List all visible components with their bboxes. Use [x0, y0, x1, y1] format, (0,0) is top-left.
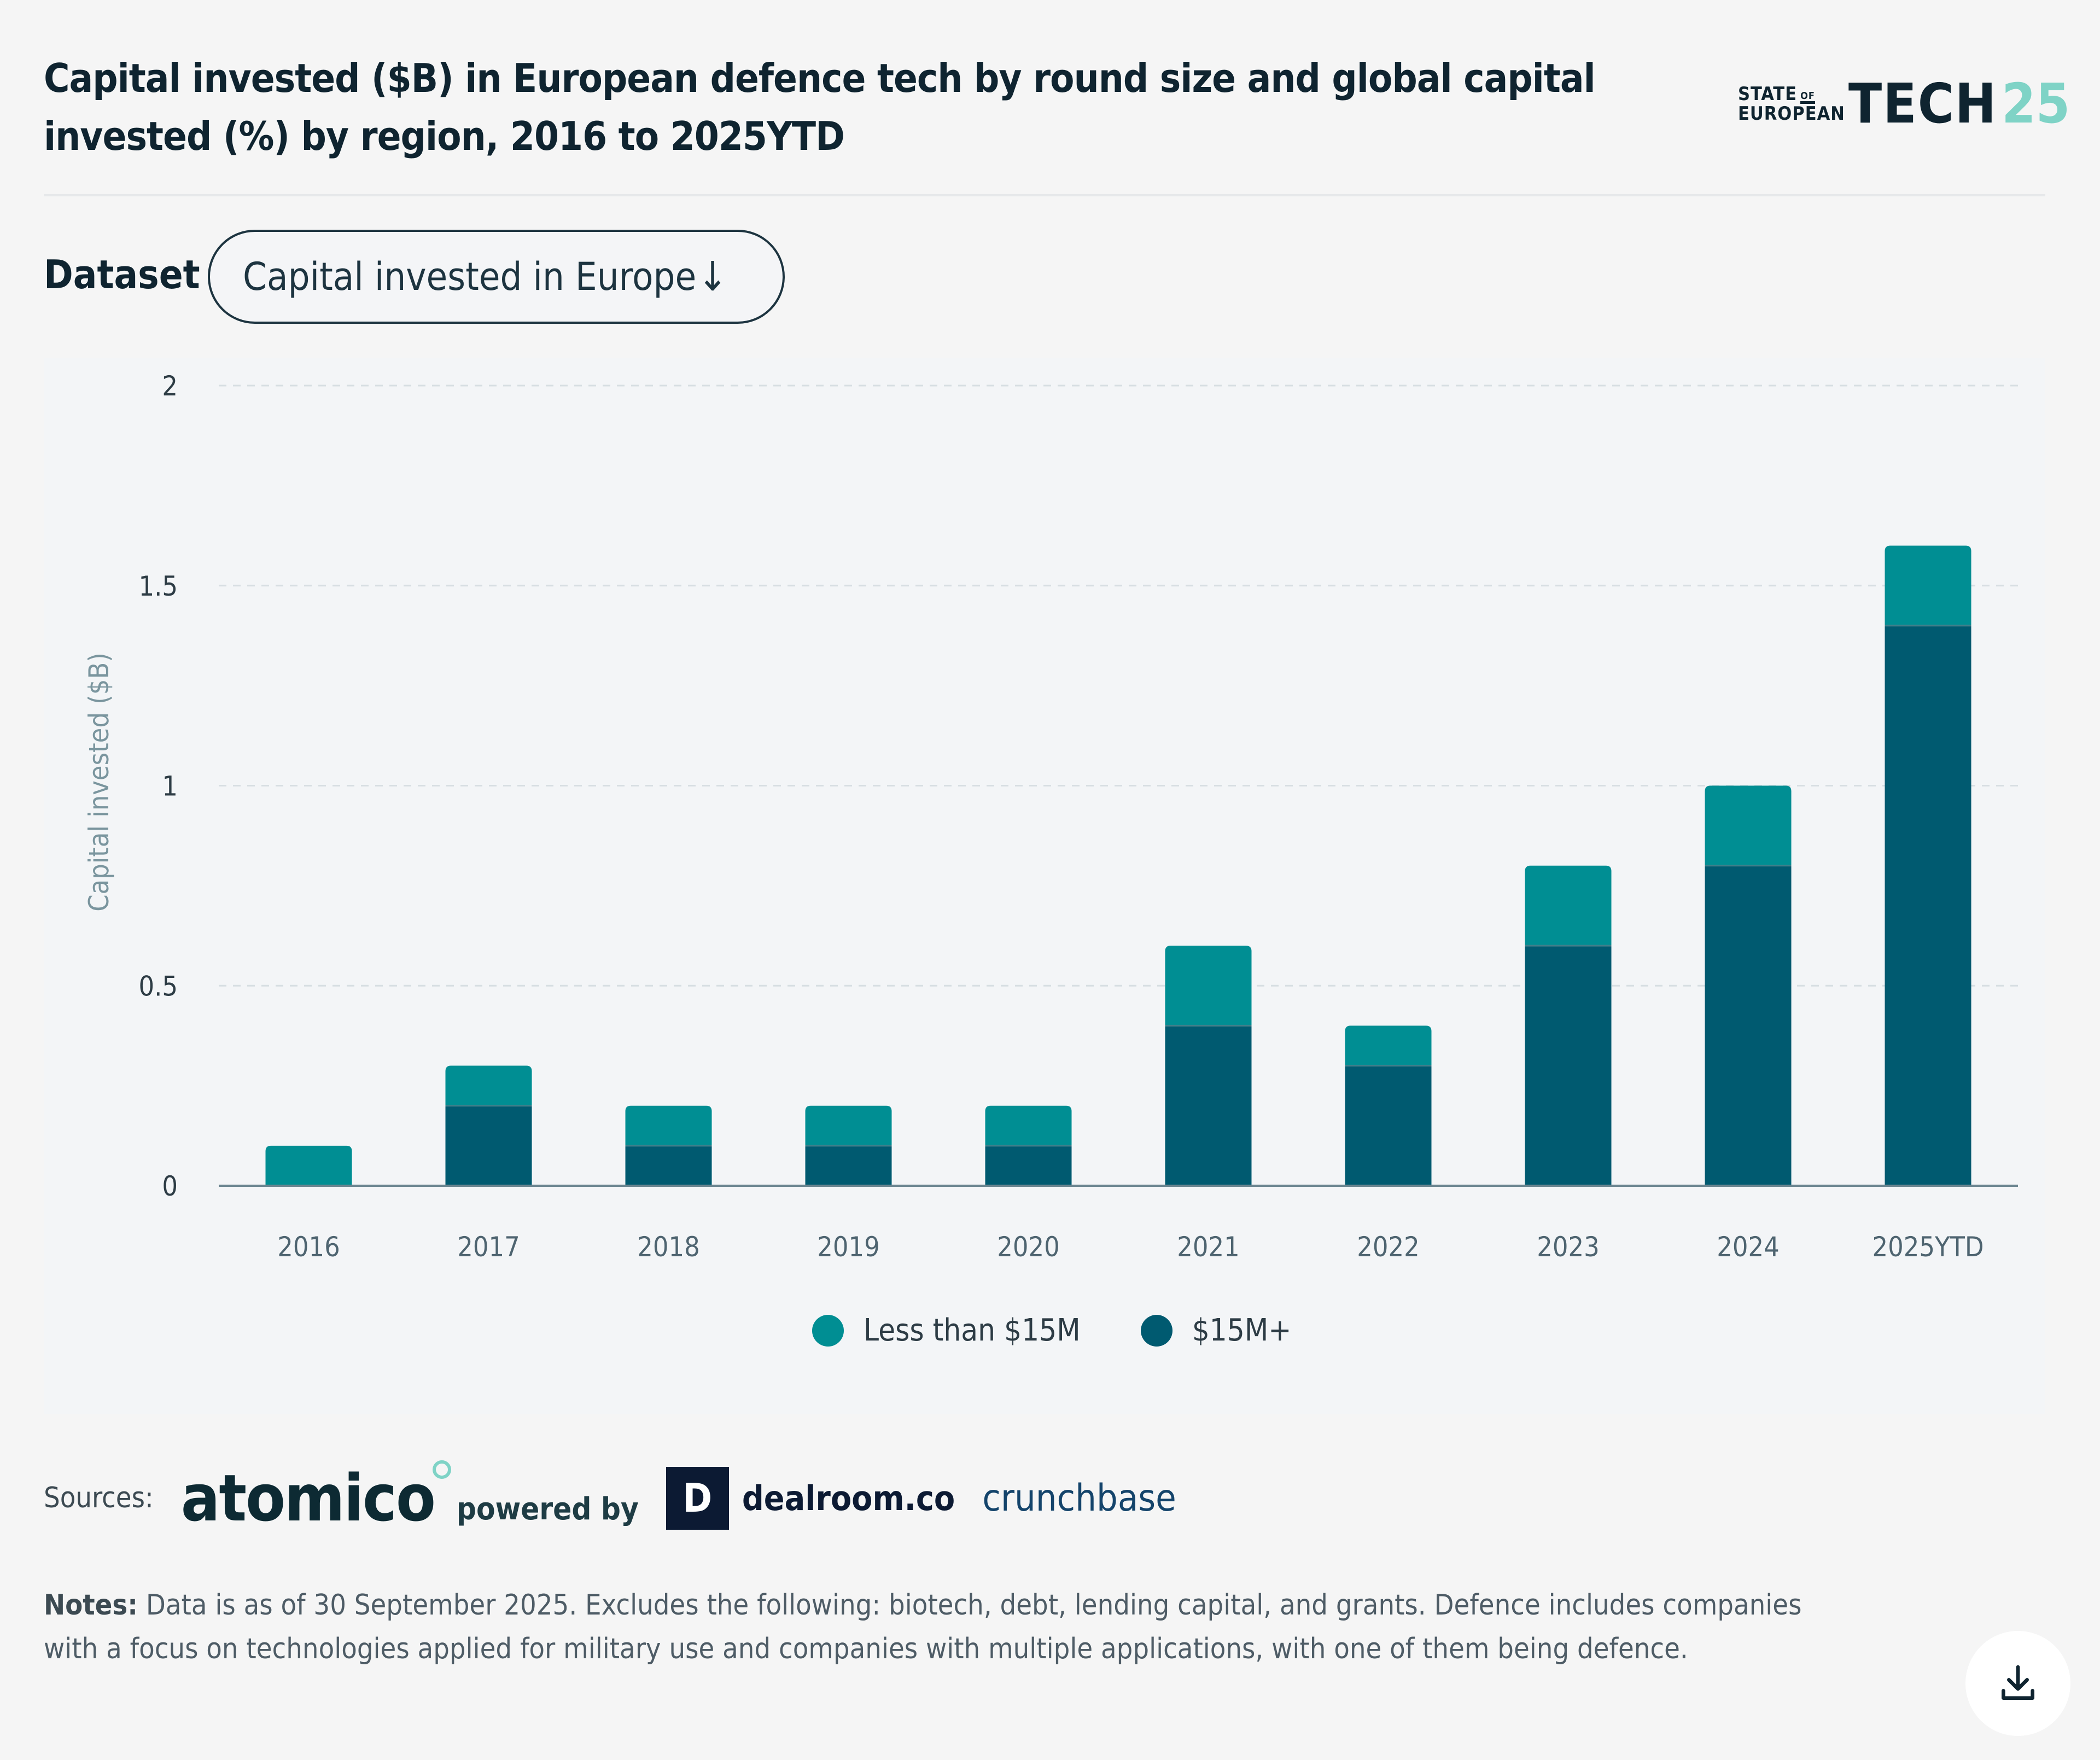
bar-group-2016[interactable]: [265, 1145, 352, 1186]
sources-label: Sources:: [44, 1482, 154, 1514]
dataset-label: Dataset: [44, 252, 200, 298]
legend-swatch: [812, 1314, 844, 1347]
arrow-down-icon: ↓: [697, 253, 728, 300]
bar-group-2022[interactable]: [1345, 1025, 1432, 1186]
bar-group-2018[interactable]: [625, 1105, 712, 1186]
chart-legend: Less than $15M $15M+: [812, 1313, 1352, 1348]
y-tick-label: 2: [162, 370, 178, 402]
download-icon: [2002, 1665, 2034, 1700]
dataset-selected-value: Capital invested in Europe: [243, 254, 697, 299]
dataset-dropdown[interactable]: Capital invested in Europe ↓: [208, 230, 785, 324]
notes-label: Notes:: [44, 1589, 138, 1622]
bar-segment-15m[interactable]: [1345, 1065, 1432, 1186]
bar-segment-15m[interactable]: [445, 1105, 532, 1186]
x-tick-label: 2024: [1717, 1231, 1779, 1263]
download-button[interactable]: [1965, 1631, 2070, 1736]
bar-segment-less-than-15m[interactable]: [625, 1105, 712, 1146]
bar-group-2021[interactable]: [1165, 946, 1252, 1186]
legend-label: $15M+: [1192, 1313, 1292, 1348]
sources: Sources: atomico powered by D dealroom.c…: [44, 1460, 1176, 1536]
atomico-text: atomico: [180, 1460, 436, 1536]
logo-of: OF: [1800, 91, 1815, 104]
x-tick-label: 2017: [457, 1231, 520, 1263]
x-axis-ticks: 2016 2017 2018 2019 2020 2021 2022 2023 2024 2025…: [277, 1231, 1984, 1263]
bar-segment-15m[interactable]: [625, 1145, 712, 1186]
dealroom-logo: dealroom.co: [742, 1478, 955, 1518]
state-of-european-tech-logo: STATE OF EUROPEAN TECH 25: [1738, 72, 2070, 136]
y-tick-label: 0: [162, 1170, 178, 1202]
atomico-logo: atomico: [180, 1460, 451, 1536]
x-tick-label: 2020: [997, 1231, 1059, 1263]
y-tick-label: 1.5: [138, 570, 178, 602]
bar-segment-15m[interactable]: [805, 1145, 892, 1186]
header-divider: [44, 194, 2045, 196]
notes-text: Data is as of 30 September 2025. Exclude…: [44, 1589, 1802, 1665]
notes: Notes: Data is as of 30 September 2025. …: [44, 1583, 1848, 1671]
y-axis-ticks: 0 0.5 1 1.5 2: [138, 370, 178, 1202]
x-tick-label: 2025YTD: [1872, 1231, 1984, 1263]
bars: [265, 545, 1971, 1186]
bar-group-2019[interactable]: [805, 1105, 892, 1186]
atomico-ring-icon: [432, 1460, 451, 1479]
bar-group-2020[interactable]: [985, 1105, 1072, 1186]
bar-segment-less-than-15m[interactable]: [805, 1105, 892, 1146]
y-axis-label: Capital invested ($B): [83, 652, 115, 912]
bar-group-2025YTD[interactable]: [1885, 545, 1971, 1186]
x-tick-label: 2018: [637, 1231, 699, 1263]
bar-segment-less-than-15m[interactable]: [1345, 1025, 1432, 1066]
legend-item-less-than-15m[interactable]: Less than $15M: [812, 1313, 1081, 1348]
logo-tech: TECH: [1848, 72, 1998, 136]
bar-group-2023[interactable]: [1525, 865, 1612, 1186]
stacked-bar-chart: 0 0.5 1 1.5 2 Capital invested ($B) 2016 2017…: [83, 370, 2018, 1263]
legend-item-15m-plus[interactable]: $15M+: [1140, 1313, 1292, 1348]
legend-label: Less than $15M: [864, 1313, 1081, 1348]
logo-year: 25: [2002, 72, 2070, 136]
bar-segment-15m[interactable]: [1705, 865, 1792, 1186]
x-tick-label: 2023: [1537, 1231, 1599, 1263]
legend-swatch: [1140, 1314, 1172, 1347]
bar-segment-15m[interactable]: [1885, 625, 1971, 1186]
bar-segment-less-than-15m[interactable]: [445, 1065, 532, 1106]
bar-segment-less-than-15m[interactable]: [985, 1105, 1072, 1146]
bar-segment-less-than-15m[interactable]: [1165, 946, 1252, 1026]
crunchbase-logo: crunchbase: [982, 1476, 1176, 1520]
bar-segment-less-than-15m[interactable]: [1705, 785, 1792, 866]
x-tick-label: 2022: [1357, 1231, 1419, 1263]
x-tick-label: 2019: [817, 1231, 879, 1263]
x-tick-label: 2016: [277, 1231, 340, 1263]
bar-segment-less-than-15m[interactable]: [1885, 545, 1971, 626]
bar-group-2024[interactable]: [1705, 785, 1792, 1186]
x-tick-label: 2021: [1177, 1231, 1239, 1263]
bar-segment-15m[interactable]: [985, 1145, 1072, 1186]
bar-segment-less-than-15m[interactable]: [1525, 865, 1612, 946]
y-tick-label: 0.5: [138, 970, 178, 1002]
bar-segment-less-than-15m[interactable]: [265, 1145, 352, 1186]
logo-european: EUROPEAN: [1738, 103, 1845, 125]
y-tick-label: 1: [162, 771, 178, 802]
bar-group-2017[interactable]: [445, 1065, 532, 1186]
bar-segment-15m[interactable]: [1165, 1025, 1252, 1186]
dealroom-logo-icon: D: [666, 1466, 729, 1530]
logo-state: STATE: [1738, 83, 1798, 105]
bar-segment-15m[interactable]: [1525, 946, 1612, 1186]
chart-title: Capital invested ($B) in European defenc…: [44, 55, 1596, 159]
powered-by-text: powered by: [456, 1491, 639, 1527]
